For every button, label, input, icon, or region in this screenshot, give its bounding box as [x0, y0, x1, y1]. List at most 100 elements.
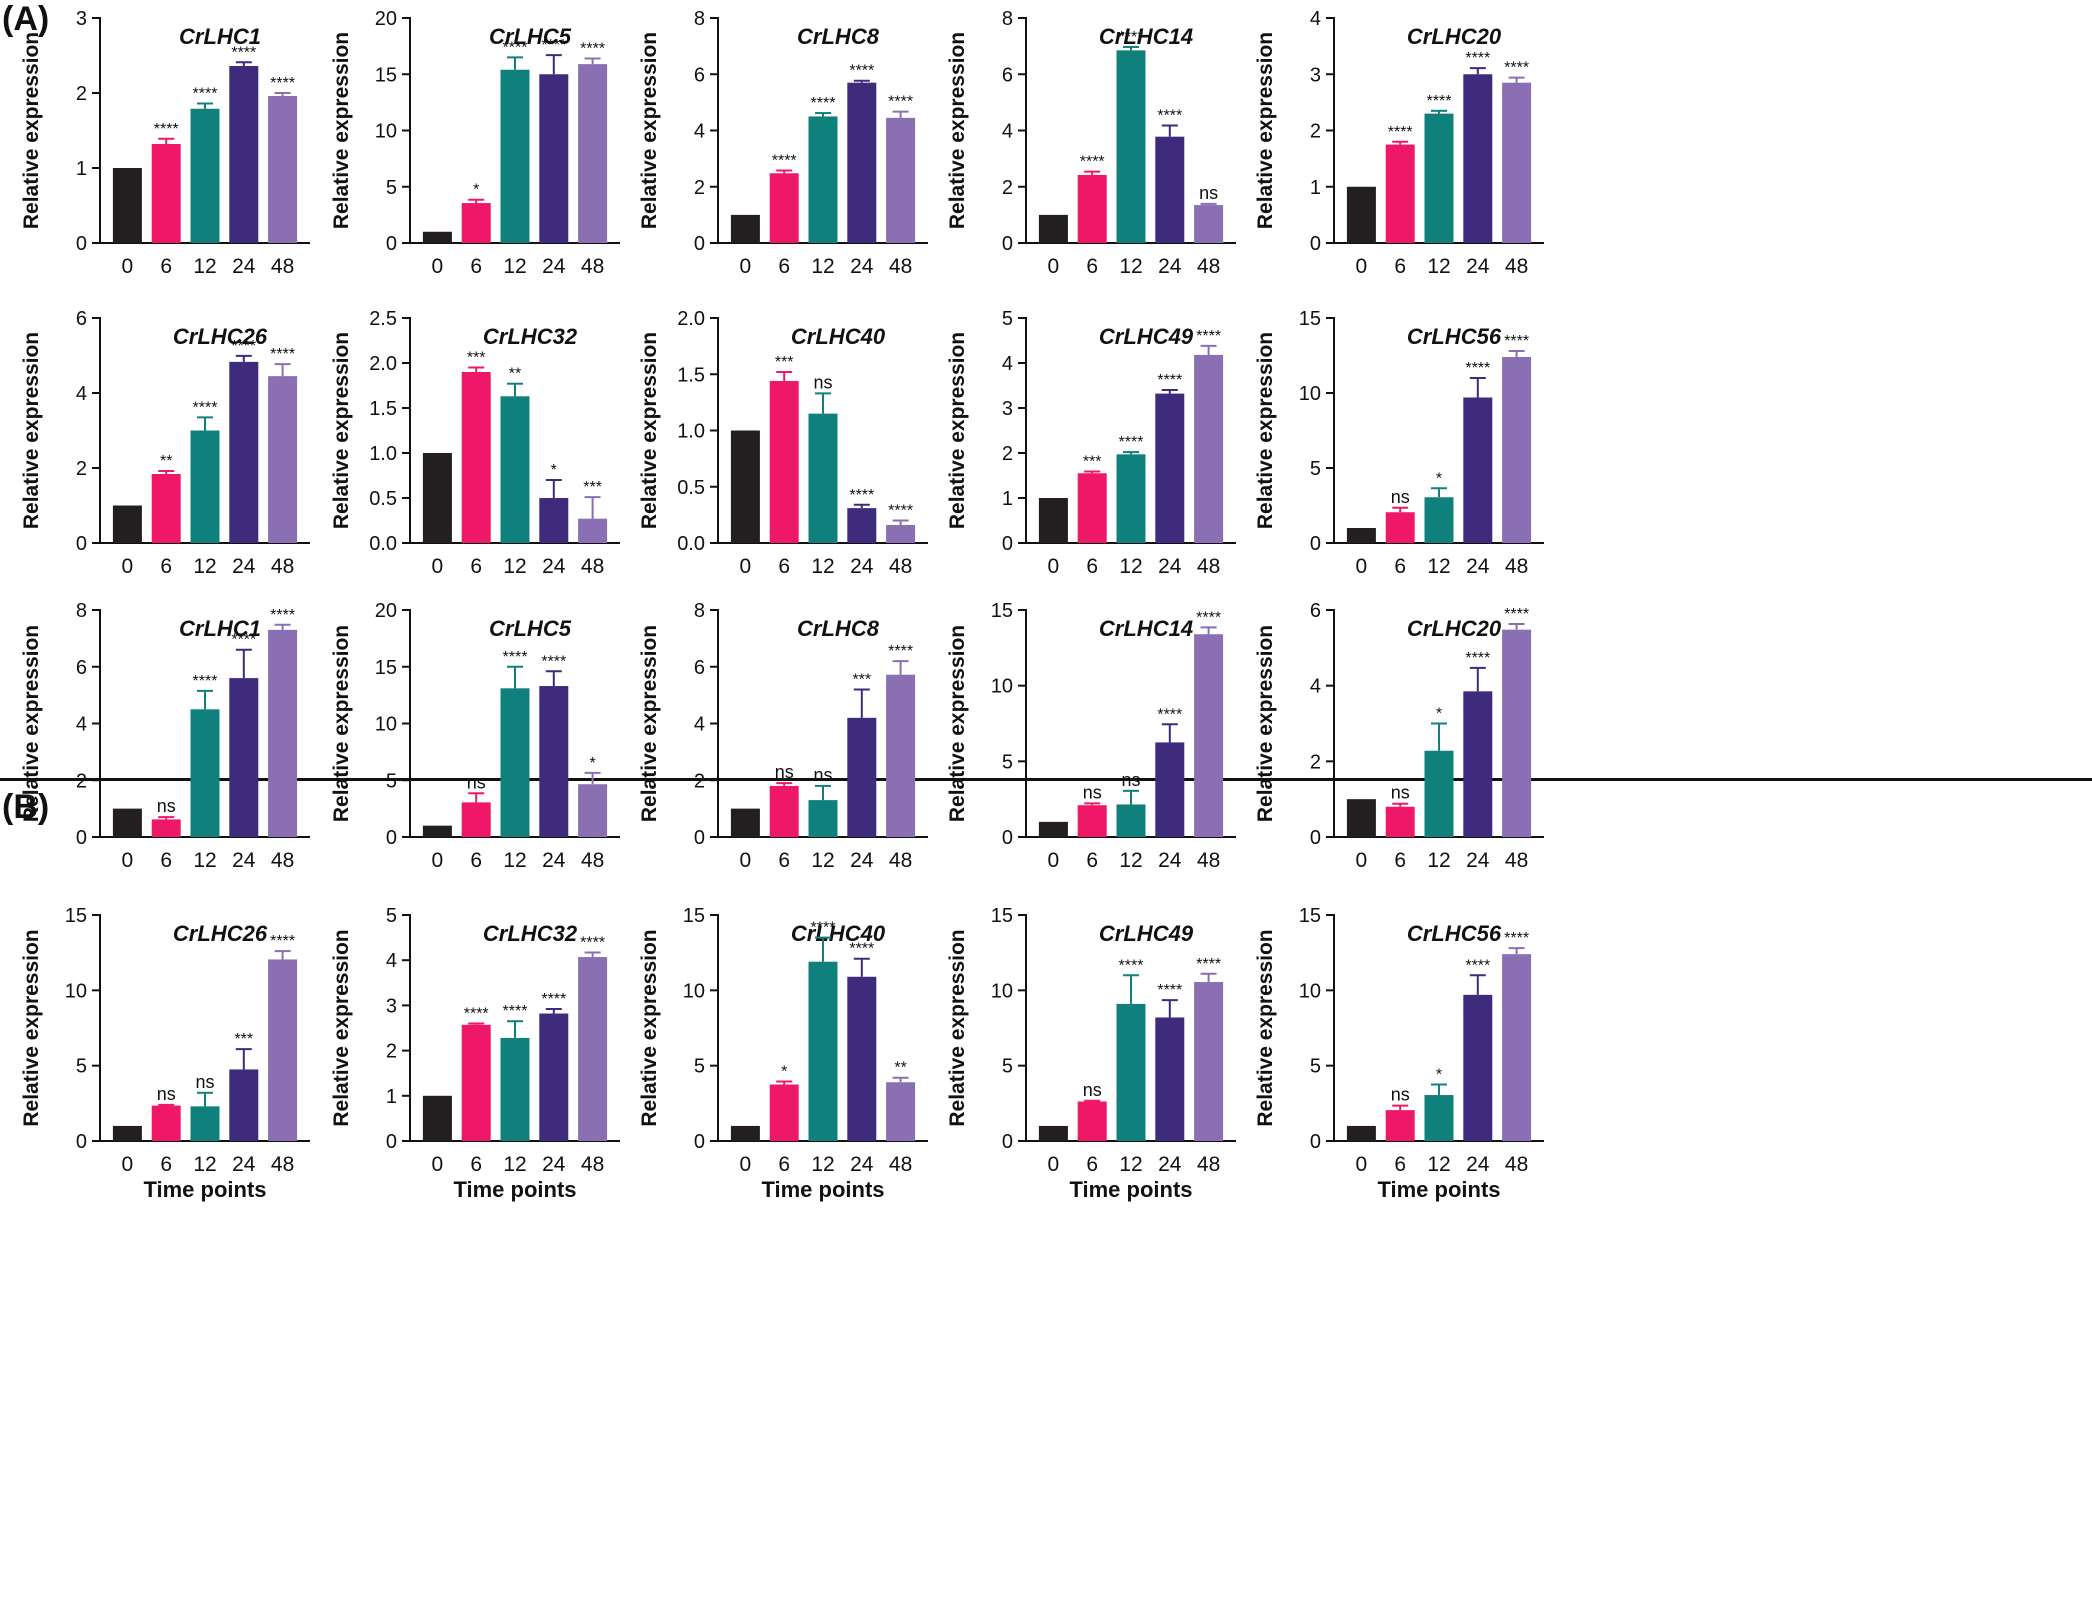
bar-24 — [539, 1013, 569, 1141]
bar-6 — [1385, 512, 1415, 543]
y-tick-label: 3 — [1002, 398, 1013, 420]
y-tick-label: 10 — [65, 980, 87, 1002]
y-tick-label: 4 — [76, 383, 87, 405]
significance-label: * — [1436, 470, 1442, 487]
x-tick-label: 6 — [470, 849, 482, 872]
bar-48 — [886, 525, 916, 543]
significance-label: **** — [1119, 29, 1144, 46]
x-tick-label: 6 — [1086, 1153, 1098, 1176]
x-tick-label: 6 — [470, 1153, 482, 1176]
y-tick-label: 1 — [76, 158, 87, 180]
panel-label-a: (A) — [2, 0, 50, 38]
x-tick-label: 6 — [778, 1153, 790, 1176]
panel-separator — [0, 778, 2092, 781]
significance-label: ns — [813, 372, 832, 392]
x-tick-label: 12 — [193, 555, 216, 578]
y-tick-label: 4 — [694, 714, 705, 736]
bar-0 — [1346, 1125, 1376, 1141]
y-tick-label: 2 — [386, 1041, 397, 1063]
y-tick-label: 0 — [76, 533, 87, 555]
x-tick-label: 0 — [122, 555, 134, 578]
y-tick-label: 4 — [1310, 676, 1321, 698]
significance-label: * — [1436, 706, 1442, 723]
y-tick-label: 0 — [386, 1131, 397, 1153]
bar-0 — [112, 168, 142, 243]
x-tick-label: 0 — [432, 849, 444, 872]
significance-label: * — [473, 182, 479, 199]
y-tick-label: 15 — [375, 64, 397, 86]
bar-6 — [769, 785, 799, 837]
bar-48 — [1194, 634, 1224, 837]
x-tick-label: 6 — [1394, 255, 1406, 278]
significance-label: **** — [849, 941, 874, 958]
chart-title: CrLHC40 — [791, 921, 886, 946]
bar-6 — [151, 144, 181, 243]
x-tick-label: 48 — [1197, 555, 1220, 578]
bar-0 — [1346, 186, 1376, 243]
x-tick-label: 12 — [811, 1153, 834, 1176]
x-tick-label: 6 — [1394, 1153, 1406, 1176]
x-tick-label: 6 — [778, 555, 790, 578]
y-tick-label: 8 — [694, 8, 705, 30]
y-tick-label: 0 — [1002, 827, 1013, 849]
bar-6 — [461, 372, 491, 543]
y-tick-label: 6 — [694, 657, 705, 679]
x-tick-label: 24 — [1466, 555, 1490, 578]
significance-label: ns — [1083, 782, 1102, 802]
y-tick-label: 4 — [76, 714, 87, 736]
significance-label: **** — [1504, 930, 1529, 947]
x-tick-label: 0 — [432, 555, 444, 578]
y-tick-label: 5 — [1310, 1056, 1321, 1078]
bar-6 — [461, 1024, 491, 1141]
y-axis-label: Relative expression — [638, 929, 661, 1126]
x-tick-label: 6 — [778, 849, 790, 872]
bar-24 — [539, 74, 569, 243]
bar-12 — [808, 800, 838, 837]
bar-0 — [1346, 528, 1376, 543]
x-tick-label: 6 — [470, 555, 482, 578]
significance-label: * — [781, 1063, 787, 1080]
bar-48 — [1502, 954, 1532, 1141]
significance-label: **** — [811, 95, 836, 112]
chart-title: CrLHC1 — [179, 24, 261, 49]
x-tick-label: 12 — [1119, 555, 1142, 578]
bar-48 — [1502, 629, 1532, 837]
y-tick-label: 15 — [375, 657, 397, 679]
x-tick-label: 6 — [1086, 255, 1098, 278]
x-tick-label: 12 — [1427, 555, 1450, 578]
y-tick-label: 5 — [386, 770, 397, 792]
x-tick-label: 24 — [850, 1153, 874, 1176]
y-tick-label: 1.5 — [677, 364, 705, 386]
y-tick-label: 3 — [1310, 64, 1321, 86]
x-tick-label: 24 — [232, 555, 256, 578]
x-tick-label: 0 — [740, 849, 752, 872]
significance-label: **** — [580, 41, 605, 58]
y-tick-label: 15 — [1299, 308, 1321, 330]
significance-label: **** — [503, 39, 528, 56]
bar-24 — [1463, 397, 1493, 543]
significance-label: **** — [193, 673, 218, 690]
x-tick-label: 48 — [581, 255, 604, 278]
x-tick-label: 24 — [542, 555, 566, 578]
bar-6 — [1385, 144, 1415, 243]
x-tick-label: 6 — [1086, 555, 1098, 578]
chart-b-crlhc49: 0 5 10 15 Relative expression CrLHC49 0 ns 6 ****… — [946, 905, 1236, 1202]
bar-12 — [1424, 113, 1454, 243]
y-tick-label: 3 — [386, 995, 397, 1017]
bar-12 — [1116, 804, 1146, 837]
x-tick-label: 6 — [1394, 555, 1406, 578]
bar-48 — [578, 518, 608, 543]
x-tick-label: 12 — [193, 1153, 216, 1176]
bar-12 — [500, 688, 530, 837]
bar-12 — [1424, 750, 1454, 837]
chart-title: CrLHC5 — [489, 24, 572, 49]
y-axis-label: Relative expression — [638, 625, 661, 822]
x-tick-label: 6 — [160, 255, 172, 278]
y-tick-label: 10 — [991, 676, 1013, 698]
significance-label: *** — [234, 1031, 253, 1048]
bar-6 — [1385, 806, 1415, 837]
